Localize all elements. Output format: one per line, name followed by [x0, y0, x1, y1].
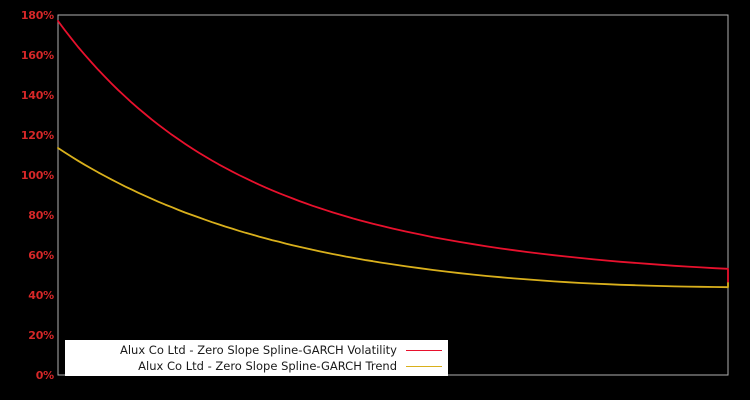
y-tick-label: 100%	[20, 168, 54, 182]
y-tick-label: 180%	[20, 8, 54, 22]
legend-item-trend: Alux Co Ltd - Zero Slope Spline-GARCH Tr…	[65, 358, 442, 374]
chart-legend: Alux Co Ltd - Zero Slope Spline-GARCH Vo…	[65, 340, 448, 376]
y-tick-label: 40%	[28, 288, 54, 302]
y-tick-label: 0%	[35, 368, 54, 382]
y-tick-label: 20%	[28, 328, 54, 342]
legend-label-volatility: Alux Co Ltd - Zero Slope Spline-GARCH Vo…	[119, 343, 397, 357]
y-tick-label: 80%	[28, 208, 54, 222]
y-tick-label: 160%	[20, 48, 54, 62]
plot-series	[57, 20, 729, 289]
y-tick-label: 120%	[20, 128, 54, 142]
y-axis-tick-labels: 0% 20% 40% 60% 80% 100% 120% 140% 160% 180%	[0, 0, 54, 400]
plot-axes	[57, 14, 729, 376]
legend-item-volatility: Alux Co Ltd - Zero Slope Spline-GARCH Vo…	[65, 342, 442, 358]
series-line-volatility	[57, 20, 729, 284]
y-tick-label: 140%	[20, 88, 54, 102]
legend-label-trend: Alux Co Ltd - Zero Slope Spline-GARCH Tr…	[138, 359, 397, 373]
legend-swatch-trend	[406, 365, 442, 367]
y-tick-label: 60%	[28, 248, 54, 262]
legend-swatch-volatility	[406, 349, 442, 351]
series-line-trend	[57, 147, 729, 289]
axis-frame	[57, 14, 729, 376]
